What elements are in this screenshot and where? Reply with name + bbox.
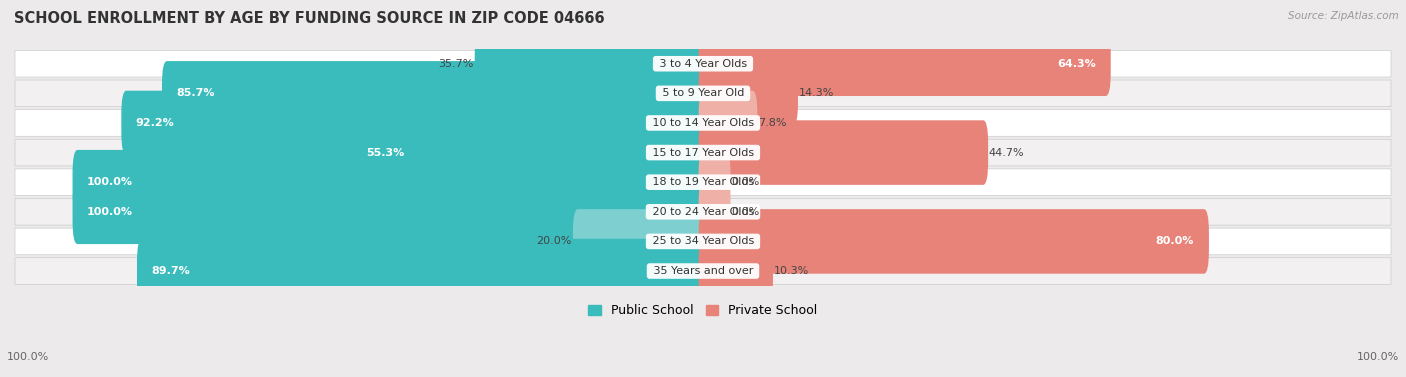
- Text: 92.2%: 92.2%: [136, 118, 174, 128]
- FancyBboxPatch shape: [352, 120, 709, 185]
- FancyBboxPatch shape: [136, 239, 709, 303]
- Text: 85.7%: 85.7%: [176, 88, 215, 98]
- FancyBboxPatch shape: [73, 179, 709, 244]
- Text: 64.3%: 64.3%: [1057, 59, 1095, 69]
- Text: 100.0%: 100.0%: [1357, 352, 1399, 362]
- Text: 14.3%: 14.3%: [799, 88, 834, 98]
- Text: 20 to 24 Year Olds: 20 to 24 Year Olds: [648, 207, 758, 217]
- Text: 10.3%: 10.3%: [773, 266, 808, 276]
- Text: 10 to 14 Year Olds: 10 to 14 Year Olds: [648, 118, 758, 128]
- FancyBboxPatch shape: [162, 61, 709, 126]
- FancyBboxPatch shape: [15, 80, 1391, 107]
- Text: 15 to 17 Year Olds: 15 to 17 Year Olds: [648, 147, 758, 158]
- FancyBboxPatch shape: [699, 61, 799, 126]
- Text: 100.0%: 100.0%: [87, 177, 134, 187]
- Text: 35 Years and over: 35 Years and over: [650, 266, 756, 276]
- Text: 0.0%: 0.0%: [731, 177, 759, 187]
- Text: Source: ZipAtlas.com: Source: ZipAtlas.com: [1288, 11, 1399, 21]
- Text: 18 to 19 Year Olds: 18 to 19 Year Olds: [648, 177, 758, 187]
- Text: 80.0%: 80.0%: [1156, 236, 1194, 247]
- FancyBboxPatch shape: [699, 150, 731, 215]
- FancyBboxPatch shape: [572, 209, 709, 274]
- Text: 20.0%: 20.0%: [536, 236, 572, 247]
- FancyBboxPatch shape: [15, 198, 1391, 225]
- Text: 5 to 9 Year Old: 5 to 9 Year Old: [658, 88, 748, 98]
- Text: 55.3%: 55.3%: [367, 147, 405, 158]
- Text: 3 to 4 Year Olds: 3 to 4 Year Olds: [655, 59, 751, 69]
- FancyBboxPatch shape: [699, 239, 773, 303]
- FancyBboxPatch shape: [15, 51, 1391, 77]
- Text: 25 to 34 Year Olds: 25 to 34 Year Olds: [648, 236, 758, 247]
- Text: 0.0%: 0.0%: [731, 207, 759, 217]
- FancyBboxPatch shape: [699, 31, 1111, 96]
- Text: 100.0%: 100.0%: [87, 207, 134, 217]
- FancyBboxPatch shape: [15, 258, 1391, 284]
- Text: 7.8%: 7.8%: [758, 118, 786, 128]
- Text: 89.7%: 89.7%: [152, 266, 190, 276]
- FancyBboxPatch shape: [699, 91, 758, 155]
- Legend: Public School, Private School: Public School, Private School: [583, 299, 823, 322]
- FancyBboxPatch shape: [15, 169, 1391, 196]
- FancyBboxPatch shape: [15, 228, 1391, 255]
- FancyBboxPatch shape: [15, 139, 1391, 166]
- Text: 35.7%: 35.7%: [439, 59, 474, 69]
- Text: 100.0%: 100.0%: [7, 352, 49, 362]
- FancyBboxPatch shape: [121, 91, 709, 155]
- Text: SCHOOL ENROLLMENT BY AGE BY FUNDING SOURCE IN ZIP CODE 04666: SCHOOL ENROLLMENT BY AGE BY FUNDING SOUR…: [14, 11, 605, 26]
- FancyBboxPatch shape: [15, 110, 1391, 136]
- FancyBboxPatch shape: [73, 150, 709, 215]
- FancyBboxPatch shape: [699, 120, 988, 185]
- FancyBboxPatch shape: [699, 209, 1209, 274]
- FancyBboxPatch shape: [699, 179, 731, 244]
- FancyBboxPatch shape: [475, 31, 709, 96]
- Text: 44.7%: 44.7%: [988, 147, 1025, 158]
